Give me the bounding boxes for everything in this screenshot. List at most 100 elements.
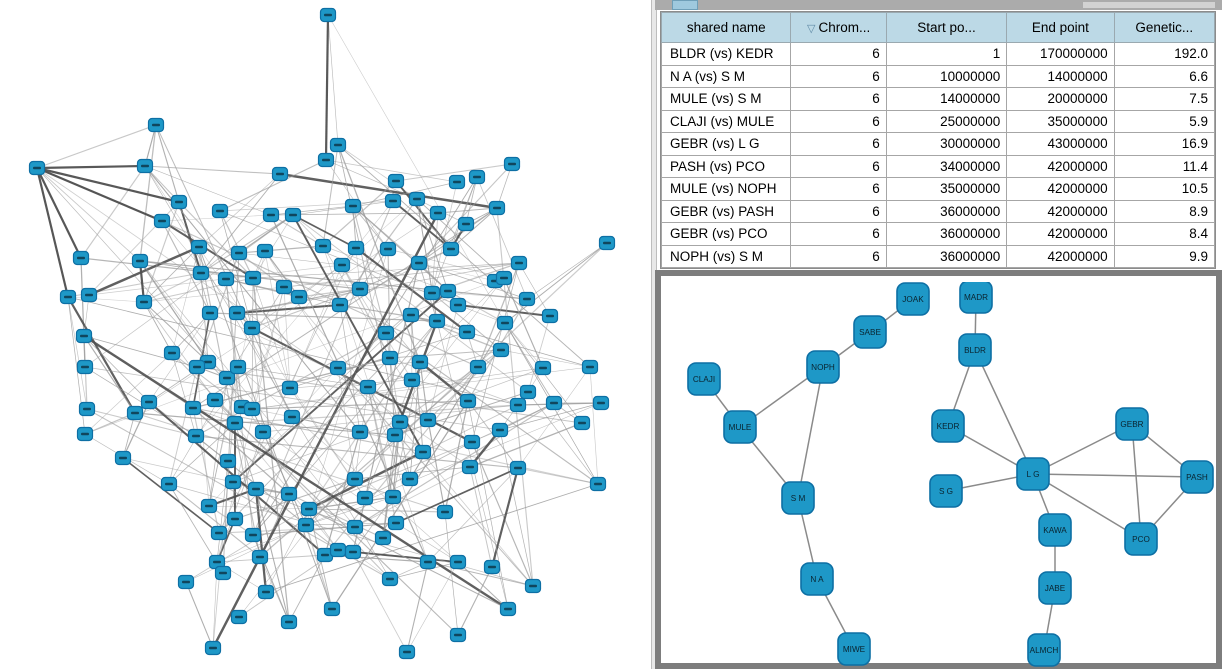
network-node[interactable] xyxy=(226,415,244,431)
detail-network-panel[interactable]: JOAK MADR SABE BLDR NOPH CLAJI GEBR KEDR MULE L G… xyxy=(655,270,1222,669)
filter-funnel-icon[interactable]: ▽ xyxy=(807,23,816,35)
network-node[interactable] xyxy=(140,394,158,410)
network-node[interactable] xyxy=(329,137,347,153)
network-node[interactable] xyxy=(359,379,377,395)
network-node[interactable] xyxy=(411,354,429,370)
network-node[interactable] xyxy=(131,253,149,269)
network-node[interactable] xyxy=(76,359,94,375)
network-node[interactable] xyxy=(377,325,395,341)
network-node[interactable] xyxy=(496,315,514,331)
table-row[interactable]: GEBR (vs) PASH 6 36000000 42000000 8.9 xyxy=(660,199,1216,223)
column-header-shared-name[interactable]: shared name xyxy=(660,12,792,43)
network-node[interactable] xyxy=(408,191,426,207)
network-node[interactable] xyxy=(541,308,559,324)
network-node[interactable] xyxy=(290,289,308,305)
network-node[interactable] xyxy=(346,471,364,487)
network-node[interactable] xyxy=(188,359,206,375)
table-row[interactable]: CLAJI (vs) MULE 6 25000000 35000000 5.9 xyxy=(660,109,1216,133)
network-node[interactable] xyxy=(428,313,446,329)
network-node[interactable] xyxy=(297,517,315,533)
network-node[interactable] xyxy=(243,320,261,336)
network-node[interactable] xyxy=(226,511,244,527)
network-node[interactable] xyxy=(518,291,536,307)
network-node-kedr[interactable]: KEDR xyxy=(931,409,965,443)
network-node[interactable] xyxy=(442,241,460,257)
network-node[interactable] xyxy=(414,444,432,460)
network-node-jabe[interactable]: JABE xyxy=(1038,571,1072,605)
network-node[interactable] xyxy=(379,241,397,257)
network-node[interactable] xyxy=(323,601,341,617)
network-node-n-a[interactable]: N A xyxy=(800,562,834,596)
table-row[interactable]: N A (vs) S M 6 10000000 14000000 6.6 xyxy=(660,64,1216,88)
network-node[interactable] xyxy=(281,380,299,396)
detail-network-canvas[interactable]: JOAK MADR SABE BLDR NOPH CLAJI GEBR KEDR MULE L G… xyxy=(667,282,1222,669)
table-row[interactable]: MULE (vs) NOPH 6 35000000 42000000 10.5 xyxy=(660,177,1216,201)
network-node[interactable] xyxy=(136,158,154,174)
network-node[interactable] xyxy=(244,527,262,543)
table-row[interactable]: GEBR (vs) PCO 6 36000000 42000000 8.4 xyxy=(660,222,1216,246)
network-node[interactable] xyxy=(509,460,527,476)
network-node-pash[interactable]: PASH xyxy=(1180,460,1214,494)
network-node[interactable] xyxy=(381,571,399,587)
network-node[interactable] xyxy=(488,200,506,216)
table-row[interactable]: GEBR (vs) L G 6 30000000 43000000 16.9 xyxy=(660,132,1216,156)
network-node-s-g[interactable]: S G xyxy=(929,474,963,508)
network-node[interactable] xyxy=(351,424,369,440)
network-node[interactable] xyxy=(153,213,171,229)
network-node-claji[interactable]: CLAJI xyxy=(687,362,721,396)
network-node[interactable] xyxy=(403,372,421,388)
network-node[interactable] xyxy=(200,498,218,514)
network-node[interactable] xyxy=(469,359,487,375)
network-node[interactable] xyxy=(545,395,563,411)
network-node[interactable] xyxy=(461,459,479,475)
network-node-bldr[interactable]: BLDR xyxy=(958,333,992,367)
network-node[interactable] xyxy=(384,193,402,209)
network-node[interactable] xyxy=(410,255,428,271)
network-node[interactable] xyxy=(300,501,318,517)
network-node[interactable] xyxy=(190,239,208,255)
table-row[interactable]: MULE (vs) S M 6 14000000 20000000 7.5 xyxy=(660,87,1216,111)
network-node[interactable] xyxy=(80,287,98,303)
column-header-start-po-[interactable]: Start po... xyxy=(885,12,1008,43)
network-node-sabe[interactable]: SABE xyxy=(853,315,887,349)
table-row[interactable]: PASH (vs) PCO 6 34000000 42000000 11.4 xyxy=(660,154,1216,178)
network-node[interactable] xyxy=(387,173,405,189)
overview-network-panel[interactable] xyxy=(0,0,655,669)
network-node-madr[interactable]: MADR xyxy=(959,282,993,314)
network-node[interactable] xyxy=(492,342,510,358)
network-node[interactable] xyxy=(491,422,509,438)
network-node[interactable] xyxy=(283,409,301,425)
network-node[interactable] xyxy=(75,328,93,344)
network-node[interactable] xyxy=(524,578,542,594)
network-node[interactable] xyxy=(187,428,205,444)
network-node-kawa[interactable]: KAWA xyxy=(1038,513,1072,547)
network-node[interactable] xyxy=(459,393,477,409)
network-node[interactable] xyxy=(262,207,280,223)
network-node[interactable] xyxy=(344,544,362,560)
network-node[interactable] xyxy=(72,250,90,266)
network-node[interactable] xyxy=(210,525,228,541)
network-node[interactable] xyxy=(319,7,337,23)
network-node[interactable] xyxy=(201,305,219,321)
network-node[interactable] xyxy=(257,584,275,600)
network-node[interactable] xyxy=(483,559,501,575)
network-node[interactable] xyxy=(170,194,188,210)
network-node-l-g[interactable]: L G xyxy=(1016,457,1050,491)
network-node[interactable] xyxy=(271,166,289,182)
network-node[interactable] xyxy=(275,279,293,295)
network-node[interactable] xyxy=(184,400,202,416)
network-node[interactable] xyxy=(419,412,437,428)
network-node[interactable] xyxy=(147,117,165,133)
network-node[interactable] xyxy=(251,549,269,565)
network-node[interactable] xyxy=(280,614,298,630)
column-header-end-point[interactable]: End point xyxy=(1006,12,1115,43)
network-node[interactable] xyxy=(589,476,607,492)
column-header-chrom-[interactable]: ▽ Chrom... xyxy=(790,12,887,43)
network-node[interactable] xyxy=(76,426,94,442)
network-node-joak[interactable]: JOAK xyxy=(896,282,930,316)
network-node[interactable] xyxy=(391,414,409,430)
network-node[interactable] xyxy=(163,345,181,361)
network-node[interactable] xyxy=(356,490,374,506)
column-header-genetic-[interactable]: Genetic... xyxy=(1113,12,1216,43)
network-node[interactable] xyxy=(344,198,362,214)
